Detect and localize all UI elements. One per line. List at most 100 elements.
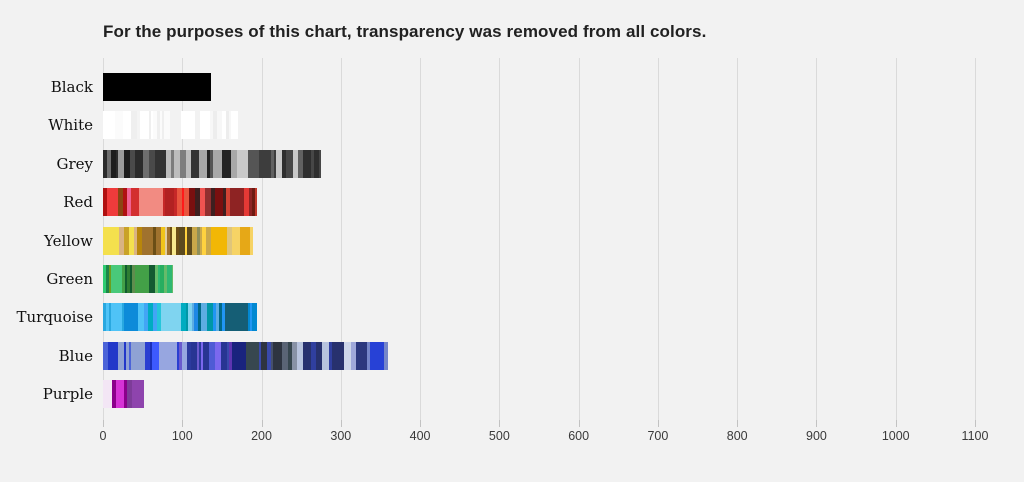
color-stripe <box>209 341 215 370</box>
color-stripe <box>192 303 194 332</box>
bar-yellow <box>103 226 253 255</box>
x-tick-label: 800 <box>726 429 748 443</box>
color-stripe <box>137 226 142 255</box>
color-stripe <box>165 226 167 255</box>
color-stripe <box>106 380 112 409</box>
color-stripe <box>370 341 375 370</box>
color-stripe <box>103 303 106 332</box>
color-stripe <box>201 303 207 332</box>
color-stripe <box>107 149 111 178</box>
color-stripe <box>161 226 165 255</box>
color-stripe <box>162 149 166 178</box>
color-stripe <box>180 149 186 178</box>
color-stripe <box>215 341 219 370</box>
color-stripe <box>106 303 109 332</box>
color-stripe <box>158 265 160 293</box>
color-stripe <box>191 149 199 178</box>
color-stripe <box>211 188 215 217</box>
color-stripe <box>219 341 221 370</box>
bar-purple <box>103 380 145 409</box>
color-stripe <box>171 149 174 178</box>
color-stripe <box>213 303 216 332</box>
color-stripe <box>204 111 210 140</box>
color-stripe <box>200 111 202 140</box>
color-stripe <box>125 265 127 293</box>
color-stripe <box>204 73 211 101</box>
color-stripe <box>142 188 144 217</box>
color-stripe <box>327 341 329 370</box>
color-stripe <box>298 149 303 178</box>
color-stripe <box>219 303 222 332</box>
color-stripe <box>112 380 116 409</box>
color-stripe <box>207 149 210 178</box>
color-stripe <box>329 341 332 370</box>
color-stripe <box>151 188 153 217</box>
color-stripe <box>160 149 162 178</box>
color-stripe <box>129 73 132 101</box>
color-stripe <box>210 111 213 140</box>
color-stripe <box>120 111 123 140</box>
color-stripe <box>215 188 219 217</box>
x-tick-mark <box>261 420 263 427</box>
color-stripe <box>177 188 182 217</box>
color-stripe <box>167 226 170 255</box>
color-stripe <box>163 188 165 217</box>
color-stripe <box>250 303 252 332</box>
color-stripe <box>167 265 172 293</box>
category-label-grey: Grey <box>56 154 93 173</box>
color-stripe <box>314 149 319 178</box>
x-tick-label: 200 <box>251 429 272 443</box>
chart-title: For the purposes of this chart, transpar… <box>103 22 707 41</box>
x-gridline <box>975 58 976 420</box>
color-stripe <box>131 188 135 217</box>
color-stripe <box>375 341 380 370</box>
color-stripe <box>103 111 109 140</box>
color-stripe <box>103 226 105 255</box>
color-stripe <box>191 73 193 101</box>
color-stripe <box>149 149 155 178</box>
color-stripe <box>172 265 173 293</box>
color-stripe <box>244 188 249 217</box>
color-stripe <box>124 341 126 370</box>
color-stripe <box>137 111 140 140</box>
color-stripe <box>169 149 171 178</box>
color-stripe <box>316 341 322 370</box>
color-stripe <box>229 341 232 370</box>
color-stripe <box>237 149 243 178</box>
color-stripe <box>249 188 252 217</box>
color-stripe <box>293 149 298 178</box>
color-stripe <box>118 188 123 217</box>
color-stripe <box>125 73 129 101</box>
color-stripe <box>232 226 240 255</box>
x-gridline <box>816 58 818 420</box>
x-gridline <box>578 58 580 420</box>
bar-grey <box>103 149 321 178</box>
color-stripe <box>130 303 138 332</box>
x-gridline <box>340 58 342 420</box>
color-stripe <box>149 265 155 293</box>
color-stripe <box>107 188 113 217</box>
color-stripe <box>250 226 253 255</box>
color-stripe <box>220 111 222 140</box>
color-stripe <box>222 149 225 178</box>
color-stripe <box>185 73 191 101</box>
color-stripe <box>261 341 267 370</box>
color-stripe <box>105 226 111 255</box>
color-stripe <box>123 111 131 140</box>
color-stripe <box>172 111 177 140</box>
color-stripe <box>199 149 205 178</box>
color-stripe <box>176 226 179 255</box>
color-stripe <box>361 341 367 370</box>
color-stripe <box>210 149 213 178</box>
color-stripe <box>108 73 118 101</box>
color-stripe <box>236 111 238 140</box>
color-stripe <box>124 226 129 255</box>
color-stripe <box>189 188 195 217</box>
color-stripe <box>140 111 146 140</box>
color-stripe <box>116 380 118 409</box>
color-stripe <box>119 226 122 255</box>
color-stripe <box>156 226 161 255</box>
color-stripe <box>157 188 163 217</box>
x-tick-label: 500 <box>488 429 510 443</box>
color-stripe <box>153 111 157 140</box>
